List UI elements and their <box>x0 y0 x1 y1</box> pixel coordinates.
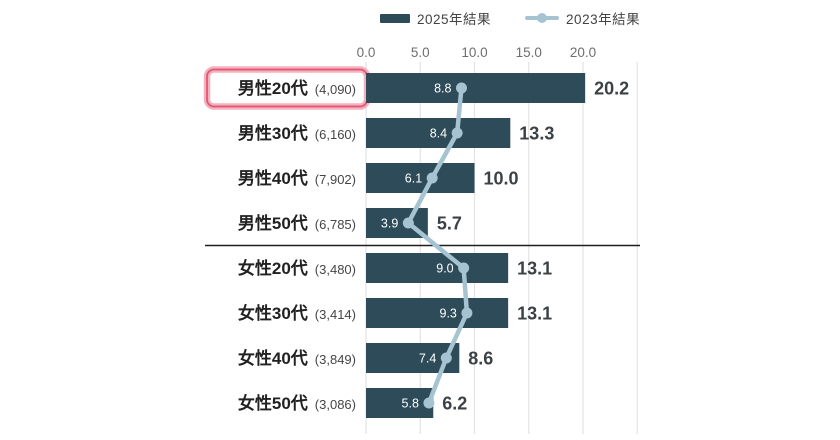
bar-2025 <box>366 253 509 283</box>
bar-value-label: 13.1 <box>517 259 552 279</box>
bar-value-label: 13.1 <box>517 304 552 324</box>
bar-value-label: 20.2 <box>594 79 629 99</box>
category-label: 男性30代 (6,160) <box>238 123 356 143</box>
bar-value-label: 6.2 <box>442 394 467 414</box>
category-label: 女性50代 (3,086) <box>238 393 356 413</box>
legend-line-swatch <box>525 13 560 23</box>
legend-item-2025: 2025年結果 <box>380 8 491 28</box>
bar-value-label: 10.0 <box>484 169 519 189</box>
category-label: 女性40代 (3,849) <box>238 348 356 368</box>
bar-2025 <box>366 118 511 148</box>
marker-2023 <box>461 307 473 319</box>
line-value-label: 3.9 <box>381 217 398 231</box>
legend-bar-swatch <box>380 13 410 23</box>
marker-2023 <box>423 397 435 409</box>
chart-legend: 2025年結果 2023年結果 <box>380 8 640 28</box>
axis-tick-label: 5.0 <box>411 45 430 60</box>
category-label: 男性20代 (4,090) <box>238 78 356 98</box>
marker-2023 <box>440 352 452 364</box>
category-label: 男性40代 (7,902) <box>238 168 356 188</box>
marker-2023 <box>455 82 467 94</box>
axis-tick-label: 0.0 <box>357 45 376 60</box>
bar-2025 <box>366 73 586 103</box>
legend-line-dot <box>537 13 548 23</box>
category-label: 男性50代 (6,785) <box>238 213 356 233</box>
axis-tick-label: 10.0 <box>461 45 487 60</box>
line-value-label: 8.8 <box>434 82 451 96</box>
bar-value-label: 13.3 <box>519 124 554 144</box>
legend-label-2025: 2025年結果 <box>417 12 492 27</box>
line-2023 <box>406 87 470 404</box>
bar-value-label: 8.6 <box>468 349 493 369</box>
axis-tick-label: 20.0 <box>570 45 596 60</box>
line-value-label: 6.1 <box>405 172 422 186</box>
marker-2023 <box>451 127 463 139</box>
line-value-label: 9.0 <box>436 262 453 276</box>
marker-2023 <box>426 172 438 184</box>
line-value-label: 8.4 <box>430 127 447 141</box>
bar-value-label: 5.7 <box>437 214 462 234</box>
axis-tick-label: 15.0 <box>516 45 542 60</box>
line-value-label: 7.4 <box>419 352 436 366</box>
bar-2025 <box>366 163 475 193</box>
legend-item-2023: 2023年結果 <box>525 8 640 28</box>
bar-2025 <box>366 388 434 418</box>
marker-2023 <box>458 262 470 274</box>
marker-2023 <box>402 217 414 229</box>
line-value-label: 5.8 <box>402 397 419 411</box>
legend-label-2023: 2023年結果 <box>566 12 641 27</box>
category-label: 女性30代 (3,414) <box>238 303 356 323</box>
category-label: 女性20代 (3,480) <box>238 258 356 278</box>
line-value-label: 9.3 <box>440 307 457 321</box>
bar-2025 <box>366 298 509 328</box>
